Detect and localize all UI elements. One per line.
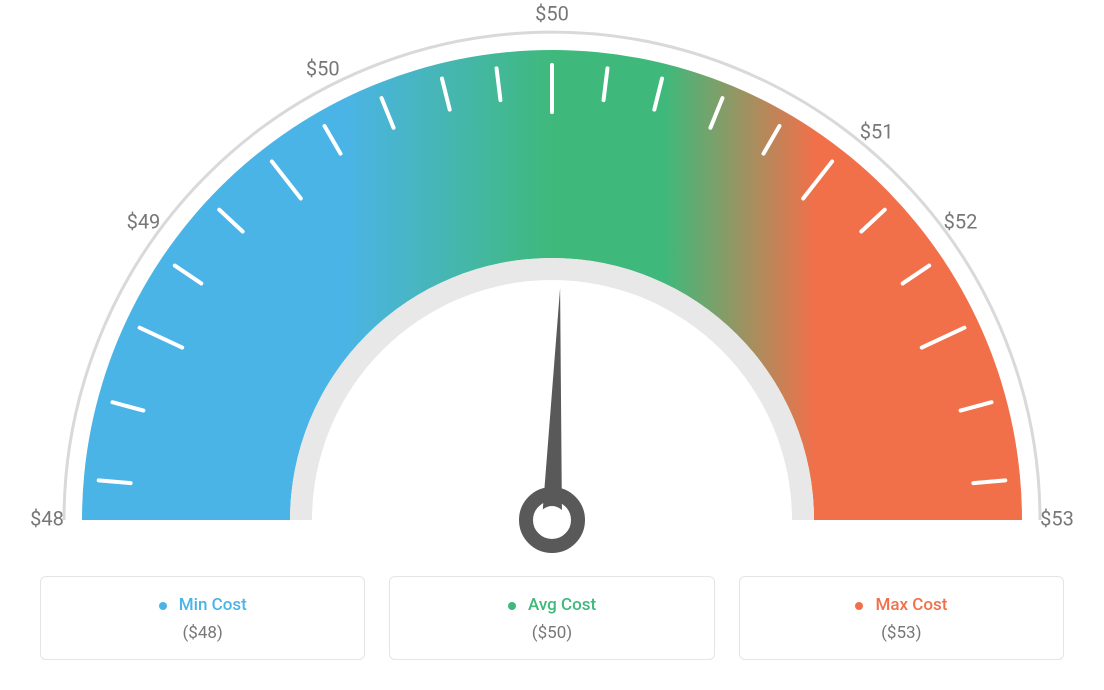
legend-max-title: Max Cost [740, 595, 1063, 615]
svg-text:$51: $51 [860, 119, 894, 143]
svg-text:$53: $53 [1040, 506, 1074, 530]
legend-max-label: Max Cost [875, 595, 947, 615]
svg-text:$49: $49 [127, 209, 161, 233]
dot-icon [855, 602, 863, 610]
legend-avg-value: ($50) [390, 623, 713, 643]
legend-card-avg: Avg Cost ($50) [389, 576, 714, 660]
legend-card-max: Max Cost ($53) [739, 576, 1064, 660]
legend-avg-title: Avg Cost [390, 595, 713, 615]
legend-card-min: Min Cost ($48) [40, 576, 365, 660]
svg-text:$50: $50 [535, 1, 569, 25]
svg-text:$48: $48 [30, 506, 64, 530]
legend-avg-label: Avg Cost [528, 595, 596, 615]
legend-max-value: ($53) [740, 623, 1063, 643]
dot-icon [508, 602, 516, 610]
legend-row: Min Cost ($48) Avg Cost ($50) Max Cost (… [40, 576, 1064, 660]
dot-icon [159, 602, 167, 610]
legend-min-value: ($48) [41, 623, 364, 643]
legend-min-label: Min Cost [179, 595, 247, 615]
svg-text:$52: $52 [944, 209, 978, 233]
svg-text:$50: $50 [306, 56, 340, 80]
legend-min-title: Min Cost [41, 595, 364, 615]
gauge-chart: $48 $49 $50 $50 $51 $52 $53 [0, 0, 1104, 560]
